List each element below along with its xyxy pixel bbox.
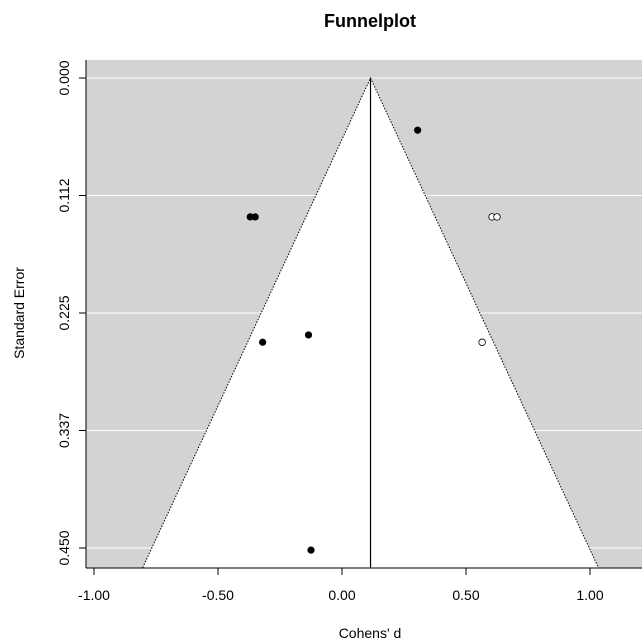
y-axis-ticks: 0.000 0.112 0.225 0.337 0.450 xyxy=(56,60,86,566)
observed-point-0 xyxy=(414,126,422,134)
x-tick-label-2: 0.00 xyxy=(328,587,355,603)
imputed-point-2 xyxy=(478,338,486,346)
chart-title: Funnelplot xyxy=(324,11,416,31)
x-tick-label-3: 0.50 xyxy=(452,587,479,603)
y-tick-label-0: 0.000 xyxy=(56,60,72,95)
x-tick-label-0: -1.00 xyxy=(78,587,110,603)
y-tick-label-1: 0.112 xyxy=(56,178,72,212)
imputed-point-1 xyxy=(493,213,501,221)
observed-point-3 xyxy=(304,331,313,339)
data-points xyxy=(246,126,501,554)
x-tick-label-1: -0.50 xyxy=(202,587,234,603)
x-tick-label-4: 1.00 xyxy=(576,587,603,603)
observed-point-2 xyxy=(251,213,259,221)
x-axis-label: Cohens' d xyxy=(339,625,402,641)
y-tick-label-4: 0.450 xyxy=(56,530,72,565)
y-axis-label: Standard Error xyxy=(11,267,27,359)
y-tick-label-3: 0.337 xyxy=(56,413,72,448)
y-tick-label-2: 0.225 xyxy=(56,295,72,330)
x-axis-ticks: -1.00 -0.50 0.00 0.50 1.00 xyxy=(78,568,604,603)
observed-point-5 xyxy=(307,546,315,554)
observed-point-4 xyxy=(259,338,267,346)
